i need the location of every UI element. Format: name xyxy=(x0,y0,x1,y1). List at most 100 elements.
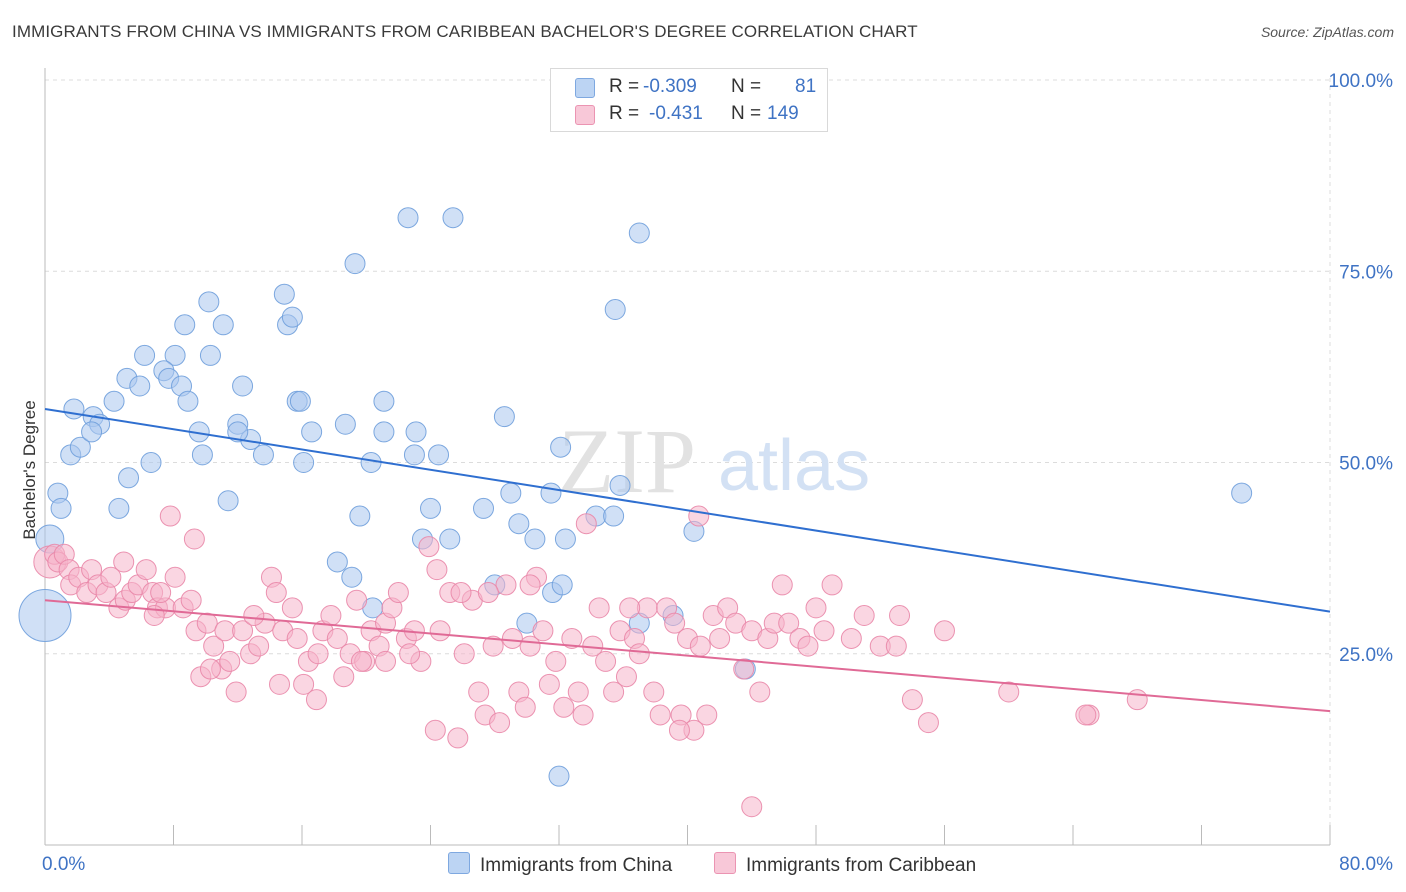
point-series1-123 xyxy=(901,689,923,711)
point-series0-3 xyxy=(50,497,72,519)
point-series0-55 xyxy=(428,444,450,466)
point-series1-36 xyxy=(248,635,270,657)
point-series1-32 xyxy=(219,650,241,672)
point-series0-46 xyxy=(397,207,419,229)
point-series1-134 xyxy=(307,643,329,665)
point-series0-63 xyxy=(524,528,546,550)
point-series0-59 xyxy=(493,406,515,428)
point-series0-70 xyxy=(609,474,631,496)
point-series0-51 xyxy=(403,444,425,466)
point-series1-68 xyxy=(468,681,490,703)
point-series1-81 xyxy=(553,696,575,718)
point-series1-83 xyxy=(567,681,589,703)
point-series0-15 xyxy=(140,452,162,473)
point-series1-104 xyxy=(709,627,731,649)
point-series1-130 xyxy=(668,719,690,741)
point-series0-17 xyxy=(164,344,186,366)
point-series0-28 xyxy=(217,490,239,512)
bottom-caribbean-label: Immigrants from Caribbean xyxy=(746,855,977,876)
point-series1-73 xyxy=(501,627,523,649)
point-series1-109 xyxy=(749,681,771,703)
point-series1-94 xyxy=(643,681,665,703)
caribbean-n-label: N = xyxy=(731,103,762,124)
point-series0-25 xyxy=(199,344,221,366)
point-series1-72 xyxy=(495,574,517,596)
point-series1-48 xyxy=(326,627,348,649)
point-series0-14 xyxy=(118,467,140,489)
point-series0-32 xyxy=(252,444,274,466)
point-series1-129 xyxy=(741,796,763,818)
point-series0-60 xyxy=(500,482,522,504)
point-series1-70 xyxy=(482,635,504,657)
point-series1-29 xyxy=(203,635,225,657)
point-series0-10 xyxy=(103,390,125,412)
point-series1-33 xyxy=(225,681,247,703)
point-series1-119 xyxy=(840,627,862,649)
point-series1-92 xyxy=(628,643,650,665)
point-series1-140 xyxy=(572,704,594,726)
point-series1-82 xyxy=(561,627,583,649)
point-series0-69 xyxy=(604,299,626,320)
point-series0-54 xyxy=(442,207,464,229)
point-series1-49 xyxy=(333,666,355,688)
point-series0-22 xyxy=(174,314,196,336)
point-series1-31 xyxy=(214,620,236,642)
point-series0-33 xyxy=(273,283,295,305)
point-series1-41 xyxy=(281,597,303,619)
point-series1-117 xyxy=(813,620,835,642)
x-tick-label-0: 0.0% xyxy=(42,854,85,875)
point-series1-112 xyxy=(771,574,793,596)
point-series0-67 xyxy=(550,436,572,458)
point-series1-62 xyxy=(424,719,446,741)
tick-labels: 100.0% 75.0% 50.0% 25.0% 0.0% 80.0% xyxy=(42,71,1393,875)
point-series1-75 xyxy=(514,696,536,718)
point-series1-118 xyxy=(821,574,843,596)
point-series1-146 xyxy=(426,559,448,581)
bottom-legend-china: Immigrants from China xyxy=(448,852,672,877)
point-series1-66 xyxy=(453,643,475,665)
point-series0-23 xyxy=(198,291,220,313)
point-series1-131 xyxy=(477,582,499,604)
china-r-value: -0.309 xyxy=(643,76,697,97)
point-series1-39 xyxy=(265,582,287,604)
china-n-value: 81 xyxy=(795,76,817,97)
point-series1-57 xyxy=(387,582,409,604)
y-tick-label-2: 50.0% xyxy=(1339,454,1393,475)
point-series1-17 xyxy=(135,559,157,581)
point-series1-47 xyxy=(320,605,342,626)
watermark-zip: ZIP xyxy=(558,410,696,512)
point-series1-63 xyxy=(429,620,451,642)
point-series0-4 xyxy=(63,398,85,420)
y-tick-label-3: 25.0% xyxy=(1339,645,1393,666)
bottom-legend-caribbean: Immigrants from Caribbean xyxy=(714,852,976,877)
point-series1-22 xyxy=(164,566,186,588)
point-series0-44 xyxy=(349,505,371,527)
point-series0-24 xyxy=(212,314,234,336)
point-series1-78 xyxy=(532,620,554,642)
point-series0-42 xyxy=(341,566,363,588)
point-series1-97 xyxy=(664,612,686,634)
point-series1-51 xyxy=(346,589,368,611)
point-series1-124 xyxy=(917,712,939,734)
point-series1-102 xyxy=(696,704,718,726)
y-axis-title: Bachelor's Degree xyxy=(20,400,39,540)
point-series1-84 xyxy=(575,513,597,535)
point-series1-126 xyxy=(998,681,1020,703)
point-series1-79 xyxy=(538,673,560,695)
point-series1-120 xyxy=(853,605,875,626)
point-series1-95 xyxy=(649,704,671,726)
point-series1-147 xyxy=(269,673,291,695)
china-n-label: N = xyxy=(731,76,762,97)
point-series1-145 xyxy=(1075,704,1097,726)
point-series0-56 xyxy=(439,528,461,550)
caribbean-r-value: -0.431 xyxy=(649,103,703,124)
point-series1-133 xyxy=(519,574,541,596)
point-series0-57 xyxy=(473,497,495,519)
point-series0-79 xyxy=(603,505,625,527)
y-tick-label-0: 100.0% xyxy=(1329,71,1394,92)
point-series1-115 xyxy=(797,635,819,657)
bottom-china-label: Immigrants from China xyxy=(480,855,673,876)
point-series1-90 xyxy=(615,666,637,688)
point-series1-135 xyxy=(243,605,265,626)
